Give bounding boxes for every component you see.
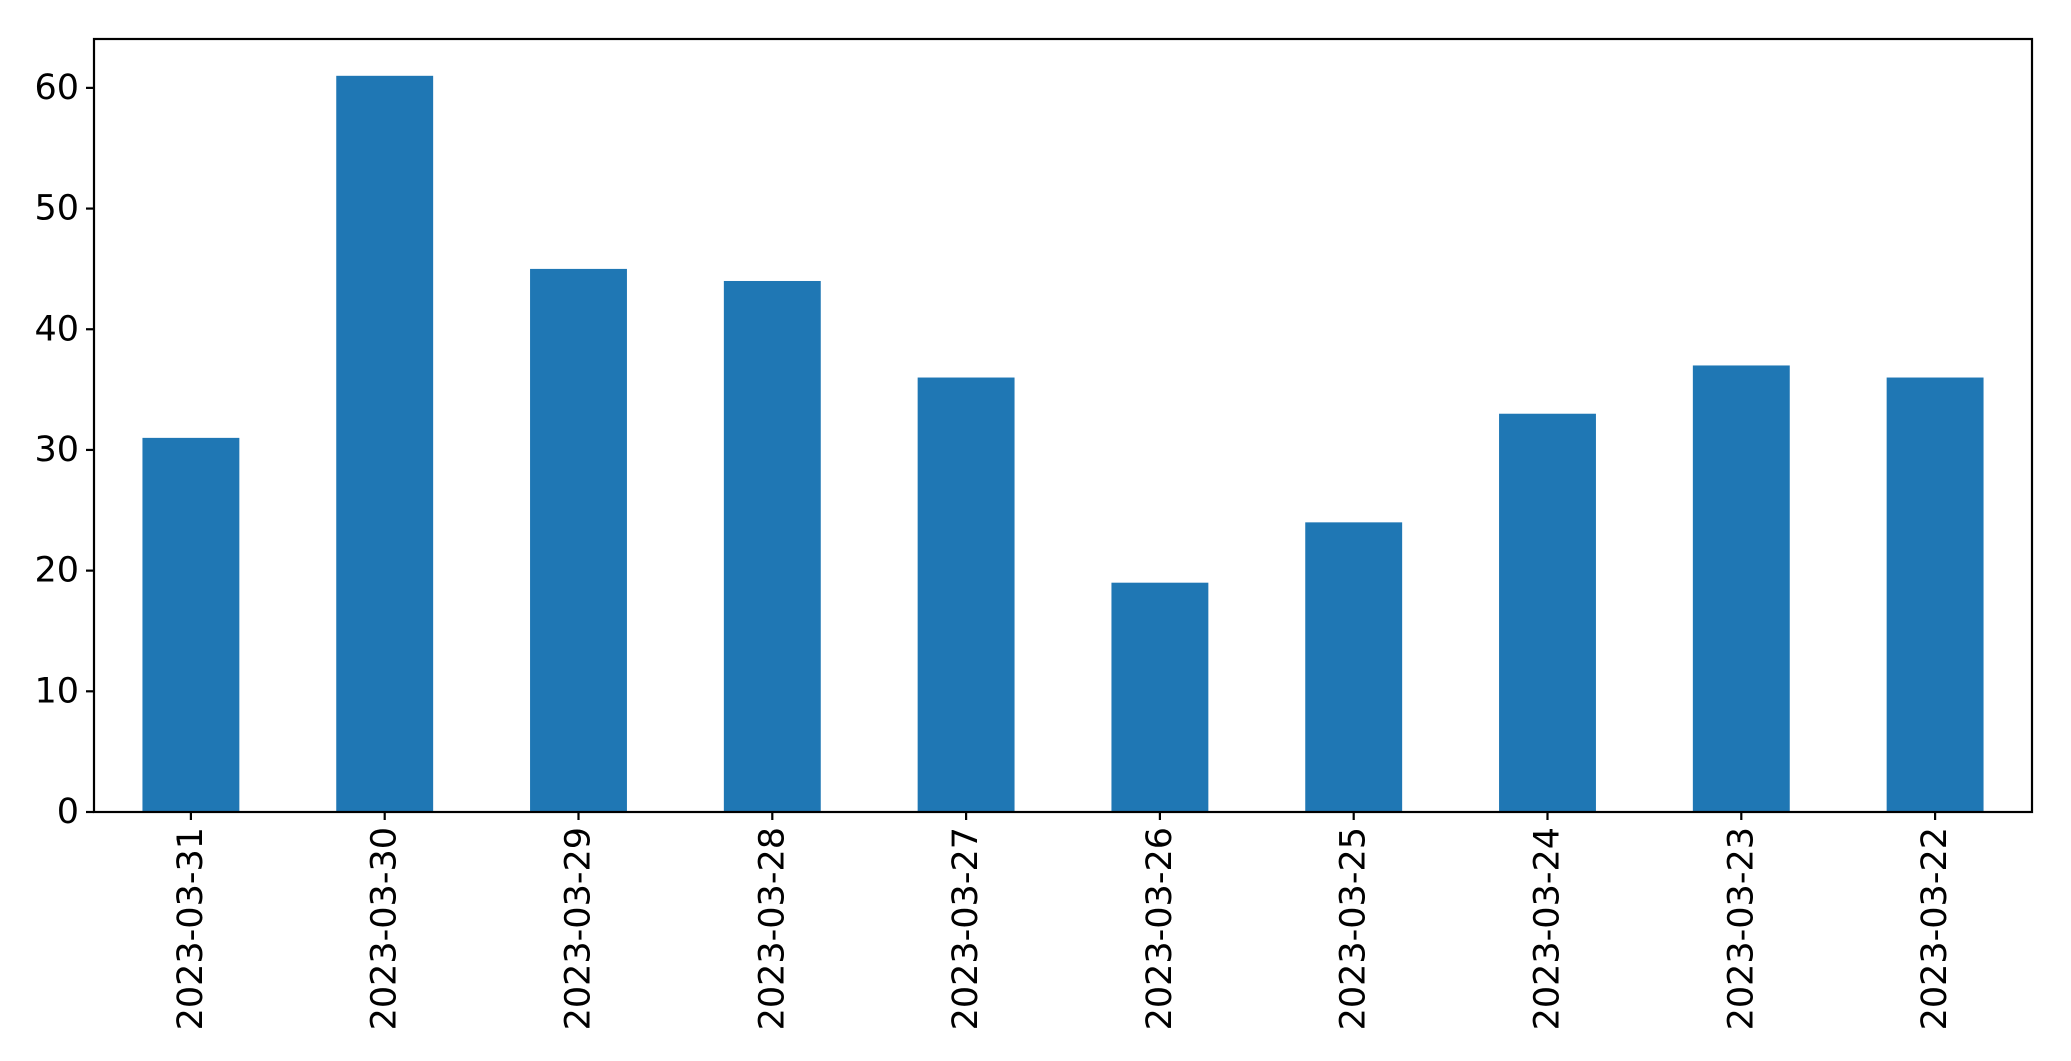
y-tick-label: 60 bbox=[34, 68, 79, 108]
bar-2023-03-25 bbox=[1305, 522, 1403, 812]
y-tick-label: 0 bbox=[57, 792, 79, 832]
y-tick-label: 30 bbox=[34, 430, 79, 470]
x-tick-label: 2023-03-25 bbox=[1334, 827, 1374, 1030]
bar-2023-03-31 bbox=[142, 437, 240, 812]
bar-2023-03-26 bbox=[1111, 582, 1209, 812]
bar-2023-03-27 bbox=[917, 377, 1015, 812]
x-tick-label: 2023-03-27 bbox=[946, 827, 986, 1030]
x-tick-label: 2023-03-28 bbox=[752, 827, 792, 1030]
bar-2023-03-30 bbox=[336, 75, 434, 812]
y-tick-label: 10 bbox=[34, 671, 79, 711]
x-tick-label: 2023-03-24 bbox=[1528, 827, 1568, 1030]
bar-2023-03-23 bbox=[1692, 365, 1790, 812]
x-tick-label: 2023-03-31 bbox=[171, 827, 211, 1030]
y-tick-label: 40 bbox=[34, 309, 79, 349]
bar-2023-03-22 bbox=[1886, 377, 1984, 812]
x-tick-label: 2023-03-23 bbox=[1721, 827, 1761, 1030]
y-tick-label: 50 bbox=[34, 189, 79, 229]
axes-spines bbox=[92, 37, 2034, 814]
bar-2023-03-29 bbox=[530, 268, 627, 812]
x-tick-label: 2023-03-26 bbox=[1140, 827, 1180, 1030]
bar-2023-03-28 bbox=[723, 280, 821, 813]
x-tick-label: 2023-03-22 bbox=[1915, 827, 1955, 1030]
y-tick-label: 20 bbox=[34, 551, 79, 591]
x-tick-label: 2023-03-30 bbox=[365, 827, 405, 1030]
x-tick-label: 2023-03-29 bbox=[559, 827, 599, 1030]
bar-2023-03-24 bbox=[1499, 413, 1596, 812]
